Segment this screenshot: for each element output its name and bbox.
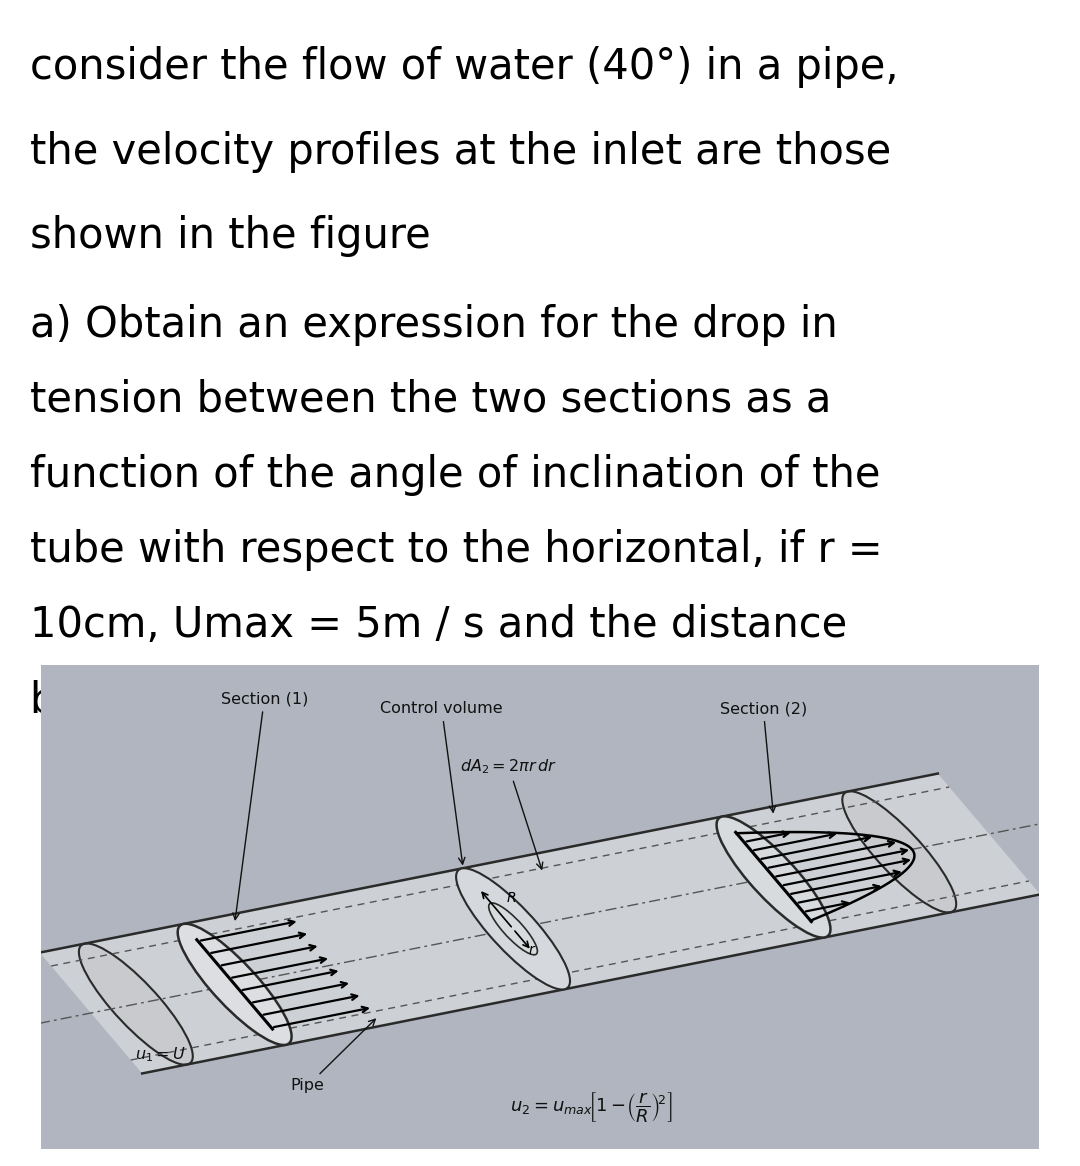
Ellipse shape — [842, 792, 956, 913]
Ellipse shape — [79, 943, 193, 1065]
Text: a) Obtain an expression for the drop in: a) Obtain an expression for the drop in — [30, 303, 838, 345]
Ellipse shape — [456, 869, 570, 990]
Text: Pipe: Pipe — [291, 1019, 375, 1094]
Text: R: R — [507, 891, 516, 905]
Text: between the two sections L = 11 m: between the two sections L = 11 m — [30, 679, 770, 721]
Text: Control volume: Control volume — [380, 701, 503, 864]
Text: tension between the two sections as a: tension between the two sections as a — [30, 379, 832, 421]
Ellipse shape — [178, 923, 292, 1045]
Text: the velocity profiles at the inlet are those: the velocity profiles at the inlet are t… — [30, 131, 891, 173]
Text: $u_1 = U$: $u_1 = U$ — [135, 1046, 186, 1065]
Text: $dA_2 = 2\pi r\, dr$: $dA_2 = 2\pi r\, dr$ — [460, 757, 557, 869]
Text: tube with respect to the horizontal, if r =: tube with respect to the horizontal, if … — [30, 529, 882, 571]
Text: $u_2 = u_{max}\!\left[1-\!\left(\dfrac{r}{R}\right)^{\!2}\right]$: $u_2 = u_{max}\!\left[1-\!\left(\dfrac{r… — [510, 1090, 673, 1124]
Text: Section (1): Section (1) — [220, 691, 308, 920]
Text: 10cm, Umax = 5m / s and the distance: 10cm, Umax = 5m / s and the distance — [30, 604, 848, 646]
Text: consider the flow of water (40°) in a pipe,: consider the flow of water (40°) in a pi… — [30, 45, 899, 87]
Ellipse shape — [716, 816, 831, 937]
Polygon shape — [40, 773, 1040, 1074]
Text: function of the angle of inclination of the: function of the angle of inclination of … — [30, 454, 881, 496]
Text: r: r — [529, 943, 535, 957]
Text: Section (2): Section (2) — [719, 701, 807, 813]
Text: shown in the figure: shown in the figure — [30, 216, 431, 258]
Ellipse shape — [488, 902, 538, 955]
